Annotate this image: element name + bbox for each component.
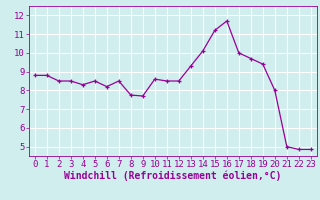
X-axis label: Windchill (Refroidissement éolien,°C): Windchill (Refroidissement éolien,°C) [64,171,282,181]
